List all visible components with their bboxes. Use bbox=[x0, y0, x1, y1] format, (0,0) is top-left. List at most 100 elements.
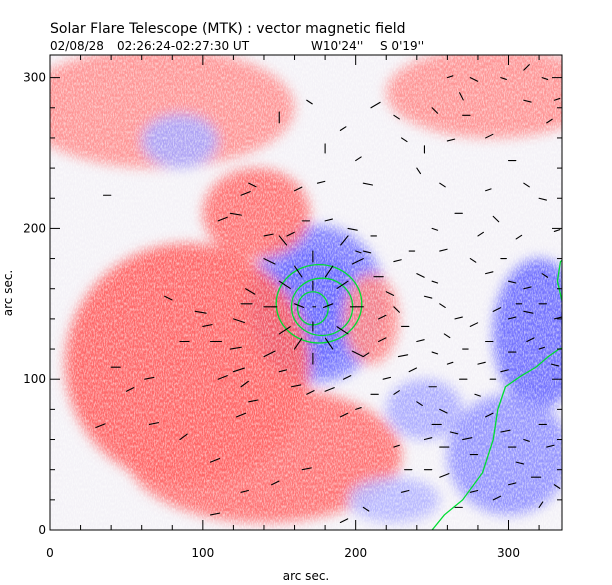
vector-142 bbox=[515, 234, 523, 240]
vector-66 bbox=[416, 401, 423, 406]
vector-107 bbox=[431, 280, 439, 284]
vector-52 bbox=[393, 306, 400, 313]
vector-96 bbox=[550, 363, 560, 367]
vector-75 bbox=[500, 429, 511, 433]
vector-146 bbox=[179, 433, 188, 441]
vector-140 bbox=[362, 182, 374, 186]
vector-41 bbox=[229, 212, 242, 216]
contour-umbra-arc bbox=[275, 263, 363, 344]
vector-38 bbox=[95, 423, 106, 429]
vector-115 bbox=[446, 138, 456, 142]
vector-86 bbox=[439, 473, 450, 478]
plot-frame bbox=[49, 54, 563, 531]
vector-179 bbox=[469, 258, 477, 263]
vector-159 bbox=[538, 501, 544, 508]
vector-128 bbox=[355, 156, 362, 162]
vector-177 bbox=[477, 231, 484, 237]
vector-98 bbox=[500, 369, 509, 373]
vector-6 bbox=[336, 280, 349, 289]
vector-62 bbox=[378, 314, 387, 320]
vector-9 bbox=[293, 265, 303, 278]
x-axis: 0 100 200 300 bbox=[46, 55, 540, 560]
vector-119 bbox=[523, 182, 530, 188]
plot-area bbox=[50, 55, 562, 530]
position-south: S 0'19'' bbox=[380, 39, 424, 53]
vector-2 bbox=[323, 303, 334, 308]
vector-102 bbox=[439, 303, 446, 308]
x-axis-label: arc sec. bbox=[283, 569, 329, 583]
vector-166 bbox=[477, 361, 486, 365]
vector-162 bbox=[446, 361, 454, 365]
vector-141 bbox=[492, 215, 500, 223]
vector-155 bbox=[362, 506, 370, 512]
speckle-texture bbox=[50, 55, 562, 530]
vector-77 bbox=[515, 461, 525, 465]
vector-45 bbox=[286, 231, 295, 237]
vector-152 bbox=[240, 489, 249, 493]
vector-135 bbox=[459, 92, 464, 101]
vector-91 bbox=[523, 310, 534, 314]
vector-69 bbox=[423, 437, 433, 441]
vector-145 bbox=[209, 457, 221, 463]
vector-67 bbox=[439, 408, 448, 414]
vector-23 bbox=[232, 318, 245, 324]
vector-171 bbox=[393, 390, 400, 395]
vector-72 bbox=[462, 437, 473, 441]
vector-43 bbox=[217, 216, 228, 222]
vector-175 bbox=[431, 227, 439, 231]
vector-84 bbox=[469, 489, 479, 493]
vector-161 bbox=[431, 351, 439, 355]
y-axis-label: arc sec. bbox=[1, 270, 15, 316]
vector-170 bbox=[382, 376, 392, 380]
observation-date: 02/08/28 bbox=[50, 39, 104, 53]
vector-111 bbox=[370, 101, 381, 109]
transverse-field-vectors bbox=[95, 64, 562, 524]
vector-125 bbox=[485, 188, 492, 192]
vector-104 bbox=[393, 259, 402, 263]
vector-144 bbox=[306, 99, 313, 105]
x-tick-label-0: 0 bbox=[46, 546, 54, 560]
vector-1 bbox=[293, 303, 305, 308]
vector-58 bbox=[290, 384, 302, 388]
vector-27 bbox=[217, 375, 228, 380]
vector-138 bbox=[339, 126, 347, 131]
vector-16 bbox=[351, 258, 364, 265]
vector-28 bbox=[232, 367, 245, 373]
vector-64 bbox=[408, 367, 418, 373]
vector-49 bbox=[362, 250, 372, 254]
y-axis: 0 100 200 300 bbox=[23, 71, 562, 537]
vector-120 bbox=[538, 197, 547, 201]
vector-154 bbox=[400, 489, 410, 493]
vector-26 bbox=[229, 346, 242, 350]
vector-60 bbox=[355, 250, 362, 254]
vector-184 bbox=[492, 307, 502, 312]
vector-173 bbox=[355, 407, 362, 410]
vector-94 bbox=[526, 337, 535, 343]
vector-30 bbox=[248, 399, 259, 403]
vector-22 bbox=[340, 235, 349, 246]
vector-136 bbox=[446, 75, 454, 79]
vector-56 bbox=[324, 387, 335, 392]
vector-147 bbox=[148, 422, 160, 425]
vector-133 bbox=[561, 77, 562, 79]
y-tick-label-100: 100 bbox=[23, 372, 46, 386]
vector-47 bbox=[324, 218, 333, 222]
vector-12 bbox=[324, 337, 334, 350]
vector-63 bbox=[397, 354, 409, 358]
vector-40 bbox=[240, 191, 251, 196]
vector-48 bbox=[347, 227, 358, 231]
vector-113 bbox=[400, 137, 408, 143]
vector-122 bbox=[500, 77, 507, 80]
vector-123 bbox=[523, 99, 532, 103]
vector-127 bbox=[416, 167, 422, 175]
vector-89 bbox=[393, 444, 400, 448]
neutral-line-contour bbox=[431, 347, 562, 530]
vector-36 bbox=[164, 295, 173, 301]
vector-95 bbox=[538, 346, 546, 350]
vector-131 bbox=[523, 64, 530, 71]
vector-7 bbox=[278, 326, 291, 335]
vector-112 bbox=[393, 114, 400, 120]
vector-44 bbox=[263, 233, 274, 237]
vector-59 bbox=[278, 369, 288, 373]
